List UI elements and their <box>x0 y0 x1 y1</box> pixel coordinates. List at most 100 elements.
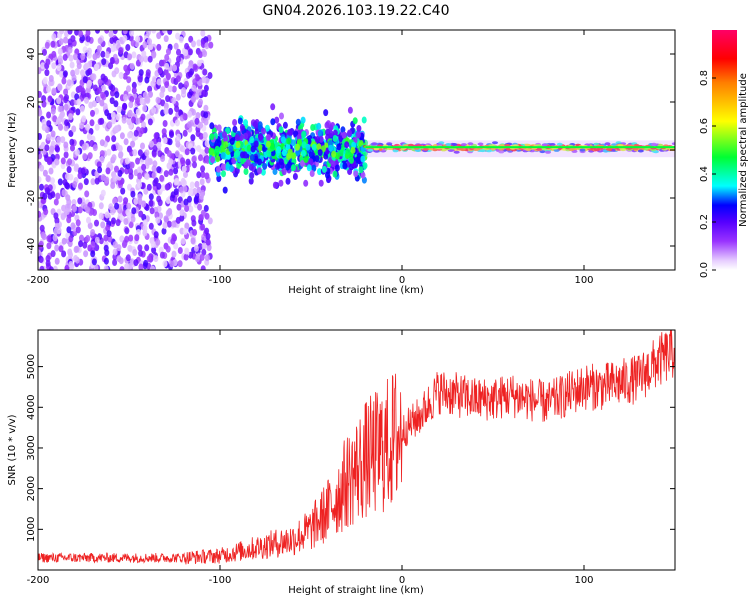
spectral-cell <box>479 149 486 153</box>
spectral-cell <box>61 189 67 197</box>
spectral-cell <box>104 211 110 219</box>
spectral-cell <box>84 96 89 104</box>
spectral-cell <box>287 128 293 136</box>
spectral-cell <box>123 138 129 146</box>
spectral-cell <box>161 227 167 235</box>
spectrogram-xlabel: Height of straight line (km) <box>288 285 424 296</box>
spectral-cell <box>492 141 498 145</box>
spectral-cell <box>69 99 75 107</box>
spectral-cell <box>156 141 162 149</box>
spectral-cell <box>144 244 150 252</box>
spectral-cell <box>332 135 338 142</box>
spectral-cell <box>356 125 362 132</box>
spectral-cell <box>121 116 127 124</box>
spectral-cell <box>139 55 144 63</box>
spectral-cell <box>318 179 324 187</box>
spectral-cell <box>178 82 184 90</box>
y-tick-label: 4000 <box>26 395 37 420</box>
spectral-cell <box>194 117 200 125</box>
spectral-cell <box>295 118 301 126</box>
spectral-cell <box>97 78 103 86</box>
spectral-cell <box>200 171 206 178</box>
spectral-cell <box>114 202 120 210</box>
spectral-cell <box>209 122 215 130</box>
spectral-cell <box>308 158 314 166</box>
spectral-cell <box>445 143 452 146</box>
spectral-cell <box>148 90 153 98</box>
spectral-cell <box>123 94 128 101</box>
snr-xlabel: Height of straight line (km) <box>288 585 424 596</box>
spectral-cell <box>104 30 110 34</box>
spectral-cell <box>129 95 135 103</box>
spectral-cell <box>59 70 64 78</box>
spectral-cell <box>243 161 249 169</box>
spectral-cell <box>223 141 229 149</box>
y-tick-label: 2000 <box>26 476 37 501</box>
spectral-cell <box>280 136 286 144</box>
spectral-cell <box>248 163 254 171</box>
spectral-cell <box>58 245 64 253</box>
spectral-cell <box>128 101 134 109</box>
spectral-cell <box>77 206 83 214</box>
spectral-cell <box>126 202 132 210</box>
spectral-cell <box>620 148 627 152</box>
spectral-cell <box>135 117 141 125</box>
spectral-cell <box>184 222 190 230</box>
spectral-cell <box>156 182 162 190</box>
spectral-cell <box>125 44 131 51</box>
spectral-cell <box>167 138 173 146</box>
spectral-cell <box>525 148 532 152</box>
spectral-cell <box>125 254 131 262</box>
spectral-cell <box>90 178 96 186</box>
spectral-cell <box>142 224 148 232</box>
spectral-cell <box>229 138 235 145</box>
spectral-cell <box>203 84 209 92</box>
spectral-cell <box>164 183 170 191</box>
spectral-cell <box>142 41 148 49</box>
snr-series-line <box>37 329 676 565</box>
spectral-cell <box>57 48 63 55</box>
spectral-cell <box>498 150 505 154</box>
spectral-cell <box>407 143 414 147</box>
snr-ylabel: SNR (10 * v/v) <box>7 414 18 485</box>
spectral-cell <box>57 178 63 186</box>
spectral-cell <box>671 142 675 146</box>
spectral-cell <box>148 222 154 230</box>
spectral-cell <box>340 126 346 134</box>
spectral-cell <box>66 166 72 174</box>
spectral-cell <box>264 124 270 132</box>
spectral-cell <box>105 224 111 232</box>
spectral-cell <box>199 192 204 200</box>
spectral-cell <box>51 33 57 41</box>
spectral-cell <box>152 145 158 153</box>
spectral-cell <box>100 50 106 58</box>
spectral-cell <box>220 163 226 171</box>
spectral-cell <box>243 168 249 175</box>
spectral-cell <box>157 150 163 158</box>
spectral-cell <box>195 112 201 119</box>
spectral-cell <box>142 219 148 227</box>
spectral-cell <box>138 263 144 270</box>
spectral-cell <box>236 162 242 169</box>
spectral-cell <box>182 112 188 120</box>
spectral-cell <box>467 142 474 146</box>
spectral-cell <box>200 265 206 270</box>
spectral-cell <box>139 127 145 135</box>
spectral-cell <box>323 109 329 117</box>
spectral-cell <box>100 84 106 92</box>
spectral-band-halo <box>365 140 675 158</box>
spectral-cell <box>214 145 220 153</box>
spectral-cell <box>51 50 57 58</box>
spectral-cell <box>38 107 42 115</box>
spectral-cell <box>82 46 88 54</box>
spectral-cell <box>118 72 124 79</box>
spectral-cell <box>165 245 171 253</box>
spectral-cell <box>74 30 80 36</box>
spectral-cell <box>261 127 266 135</box>
spectral-cell <box>191 95 196 103</box>
spectral-cell <box>48 167 54 175</box>
spectral-cell <box>69 138 75 146</box>
spectral-cell <box>144 76 150 84</box>
spectral-cell <box>166 48 171 56</box>
